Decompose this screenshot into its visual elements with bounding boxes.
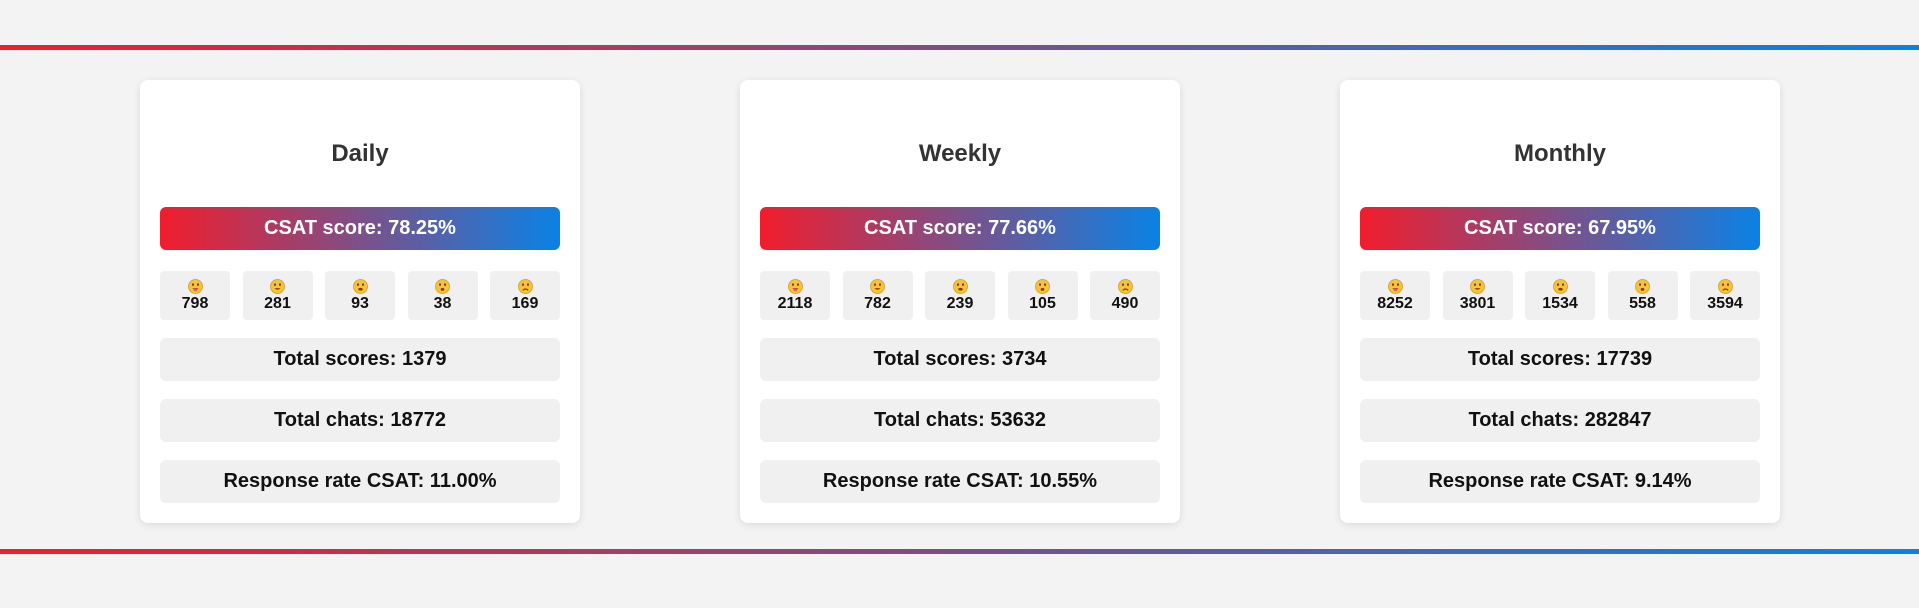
emoji-rating-5: 169 [490,271,560,320]
card-title: Weekly [918,140,1002,167]
csat-card-weekly: Weekly CSAT score: 77.66% 2118 782 239 105 490… [740,80,1180,523]
emoji-rating-count: 239 [946,294,974,312]
top-gradient-divider [0,45,1919,50]
confused-face-icon [1035,278,1050,294]
emoji-rating-count: 2118 [777,294,813,312]
emoji-rating-1: 798 [160,271,230,320]
emoji-rating-count: 3801 [1459,294,1496,312]
grinning-tongue-face-icon [1387,278,1403,294]
grinning-tongue-face-icon [187,278,203,294]
confused-face-icon [435,278,450,294]
card-title: Daily [331,140,389,167]
csat-card-daily: Daily CSAT score: 78.25% 798 281 93 38 169 Tota… [140,80,580,523]
csat-score-bar: CSAT score: 78.25% [160,207,560,250]
emoji-rating-2: 3801 [1442,271,1513,320]
emoji-rating-2: 281 [242,271,313,320]
emoji-rating-count: 38 [433,294,452,312]
response-rate-csat: Response rate CSAT: 9.14% [1360,460,1760,503]
emoji-rating-5: 3594 [1690,271,1760,320]
emoji-rating-row: 798 281 93 38 169 [160,271,560,320]
total-scores: Total scores: 1379 [160,338,560,381]
emoji-rating-3: 239 [925,271,995,320]
emoji-rating-5: 490 [1090,271,1160,320]
grinning-face-icon [1470,278,1485,294]
emoji-rating-row: 8252 3801 1534 558 3594 [1360,271,1760,320]
emoji-rating-count: 782 [864,294,891,312]
emoji-rating-count: 490 [1111,294,1139,312]
emoji-rating-count: 93 [351,294,369,312]
emoji-rating-count: 798 [181,294,209,312]
grinning-face-icon [270,278,285,294]
frowning-face-icon [517,278,533,294]
emoji-rating-4: 105 [1007,271,1078,320]
card-title: Monthly [1514,140,1606,167]
total-chats: Total chats: 282847 [1360,399,1760,442]
total-scores: Total scores: 17739 [1360,338,1760,381]
emoji-rating-3: 93 [325,271,395,320]
emoji-rating-count: 558 [1629,294,1656,312]
csat-cards: Daily CSAT score: 78.25% 798 281 93 38 169 Tota… [140,80,1780,523]
grinning-tongue-face-icon [787,278,803,294]
neutral-face-icon [1552,278,1568,294]
emoji-rating-row: 2118 782 239 105 490 [760,271,1160,320]
emoji-rating-1: 2118 [760,271,830,320]
frowning-face-icon [1117,278,1133,294]
total-chats: Total chats: 18772 [160,399,560,442]
confused-face-icon [1635,278,1650,294]
emoji-rating-2: 782 [842,271,913,320]
csat-score-bar: CSAT score: 77.66% [760,207,1160,250]
emoji-rating-3: 1534 [1525,271,1595,320]
emoji-rating-count: 169 [511,294,539,312]
total-chats: Total chats: 53632 [760,399,1160,442]
emoji-rating-count: 105 [1029,294,1056,312]
emoji-rating-count: 281 [264,294,291,312]
emoji-rating-count: 1534 [1542,294,1578,312]
emoji-rating-count: 8252 [1377,294,1413,312]
emoji-rating-1: 8252 [1360,271,1430,320]
response-rate-csat: Response rate CSAT: 11.00% [160,460,560,503]
emoji-rating-count: 3594 [1707,294,1743,312]
emoji-rating-4: 38 [407,271,478,320]
total-scores: Total scores: 3734 [760,338,1160,381]
neutral-face-icon [952,278,968,294]
neutral-face-icon [352,278,368,294]
csat-card-monthly: Monthly CSAT score: 67.95% 8252 3801 1534 558… [1340,80,1780,523]
response-rate-csat: Response rate CSAT: 10.55% [760,460,1160,503]
bottom-gradient-divider [0,549,1919,554]
csat-score-bar: CSAT score: 67.95% [1360,207,1760,250]
emoji-rating-4: 558 [1607,271,1678,320]
frowning-face-icon [1717,278,1733,294]
grinning-face-icon [870,278,885,294]
